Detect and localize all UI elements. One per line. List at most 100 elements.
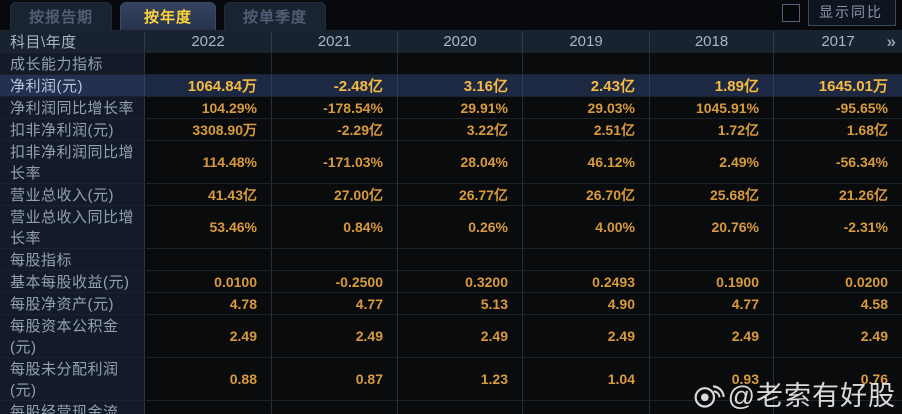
corner-header: 科目\年度: [0, 31, 145, 52]
row-value: -2.31%: [774, 206, 902, 248]
row-value: [145, 249, 272, 270]
period-tabbar: 按报告期 按年度 按单季度 显示同比: [0, 0, 902, 30]
row-value: 0.84%: [272, 206, 398, 248]
row-value: 2.49: [398, 315, 523, 357]
row-value: 2.49%: [650, 141, 774, 183]
row-value: [398, 53, 523, 74]
row-value: 26.70亿: [523, 184, 650, 205]
row-value: 27.00亿: [272, 184, 398, 205]
table-row[interactable]: 每股资本公积金(元) 2.49 2.49 2.49 2.49 2.49 2.49: [0, 314, 902, 357]
row-value: 5.13: [398, 293, 523, 314]
row-label: 营业总收入同比增长率: [0, 206, 145, 248]
row-value: -2.29亿: [272, 119, 398, 140]
row-value: 26.77亿: [398, 184, 523, 205]
row-value: 2.49: [774, 315, 902, 357]
row-value: -171.03%: [272, 141, 398, 183]
row-value: 1.68亿: [774, 119, 902, 140]
tab-by-quarter[interactable]: 按单季度: [224, 2, 327, 30]
row-value: 2.49: [145, 315, 272, 357]
row-value: 4.77: [650, 293, 774, 314]
row-label: 扣非净利润同比增长率: [0, 141, 145, 183]
row-value: [272, 53, 398, 74]
row-value: 20.76%: [650, 206, 774, 248]
table-row[interactable]: 基本每股收益(元) 0.0100 -0.2500 0.3200 0.2493 0…: [0, 270, 902, 292]
row-value: [145, 53, 272, 74]
row-value: 2.49: [523, 315, 650, 357]
row-value: [650, 53, 774, 74]
row-label: 净利润(元): [0, 75, 145, 96]
yoy-controls: 显示同比: [782, 0, 896, 30]
row-value: -56.34%: [774, 141, 902, 183]
row-label: 扣非净利润(元): [0, 119, 145, 140]
table-row[interactable]: 净利润同比增长率 104.29% -178.54% 29.91% 29.03% …: [0, 96, 902, 118]
row-value: 1064.84万: [145, 75, 272, 96]
row-value: 0.52: [398, 401, 523, 414]
year-header: 2021: [272, 31, 398, 52]
double-arrow-icon[interactable]: »: [886, 31, 896, 51]
row-value: [272, 249, 398, 270]
row-value: 46.12%: [523, 141, 650, 183]
row-value: 25.68亿: [650, 184, 774, 205]
year-header: 2019: [523, 31, 650, 52]
table-row[interactable]: 扣非净利润(元) 3308.90万 -2.29亿 3.22亿 2.51亿 1.7…: [0, 118, 902, 140]
table-row[interactable]: 扣非净利润同比增长率 114.48% -171.03% 28.04% 46.12…: [0, 140, 902, 183]
table-row[interactable]: 每股经营现金流(元) 0.03 0.25 0.52 0.36: [0, 400, 902, 414]
row-value: 1645.01万: [774, 75, 902, 96]
row-value: 0.03: [145, 401, 272, 414]
table-row[interactable]: 净利润(元) 1064.84万 -2.48亿 3.16亿 2.43亿 1.89亿…: [0, 74, 902, 96]
table-row[interactable]: 每股未分配利润(元) 0.88 0.87 1.23 1.04 0.93 0.76: [0, 357, 902, 400]
row-label: 净利润同比增长率: [0, 97, 145, 118]
row-value: -95.65%: [774, 97, 902, 118]
row-value: 4.77: [272, 293, 398, 314]
row-value: 29.91%: [398, 97, 523, 118]
row-value: 0.93: [650, 358, 774, 400]
row-value: [650, 249, 774, 270]
row-value: 1045.91%: [650, 97, 774, 118]
row-value: [523, 53, 650, 74]
row-value: [774, 53, 902, 74]
row-value: [523, 249, 650, 270]
year-header: 2018: [650, 31, 774, 52]
show-yoy-checkbox[interactable]: [782, 3, 800, 22]
row-label: 每股经营现金流(元): [0, 401, 145, 414]
row-label: 基本每股收益(元): [0, 271, 145, 292]
table-header-row: 科目\年度 2022 2021 2020 2019 2018 2017 »: [0, 30, 902, 52]
row-value: 0.2493: [523, 271, 650, 292]
row-value: 29.03%: [523, 97, 650, 118]
row-value: 114.48%: [145, 141, 272, 183]
row-value: 4.00%: [523, 206, 650, 248]
table-row[interactable]: 每股净资产(元) 4.78 4.77 5.13 4.90 4.77 4.58: [0, 292, 902, 314]
row-value: [398, 249, 523, 270]
row-value: 2.51亿: [523, 119, 650, 140]
row-value: 104.29%: [145, 97, 272, 118]
row-value: 41.43亿: [145, 184, 272, 205]
row-value: 28.04%: [398, 141, 523, 183]
row-label: 每股指标: [0, 249, 145, 270]
row-value: 1.72亿: [650, 119, 774, 140]
year-header-label: 2017: [821, 33, 855, 50]
row-value: 0.1900: [650, 271, 774, 292]
table-row[interactable]: 成长能力指标: [0, 52, 902, 74]
row-value: 0.0200: [774, 271, 902, 292]
row-value: -178.54%: [272, 97, 398, 118]
row-value: 2.43亿: [523, 75, 650, 96]
row-value: 0.25: [272, 401, 398, 414]
show-yoy-label[interactable]: 显示同比: [808, 0, 896, 26]
tab-by-report-period[interactable]: 按报告期: [10, 2, 113, 30]
row-value: 53.46%: [145, 206, 272, 248]
indicators-table: 科目\年度 2022 2021 2020 2019 2018 2017 » 成长…: [0, 30, 902, 414]
row-label: 成长能力指标: [0, 53, 145, 74]
table-row[interactable]: 营业总收入(元) 41.43亿 27.00亿 26.77亿 26.70亿 25.…: [0, 183, 902, 205]
table-row[interactable]: 营业总收入同比增长率 53.46% 0.84% 0.26% 4.00% 20.7…: [0, 205, 902, 248]
row-value: [650, 401, 774, 414]
row-value: 0.0100: [145, 271, 272, 292]
row-label: 营业总收入(元): [0, 184, 145, 205]
row-value: 3.22亿: [398, 119, 523, 140]
tab-by-year[interactable]: 按年度: [120, 2, 217, 30]
row-value: 2.49: [272, 315, 398, 357]
table-row[interactable]: 每股指标: [0, 248, 902, 270]
row-label: 每股净资产(元): [0, 293, 145, 314]
row-value: 1.04: [523, 358, 650, 400]
row-value: 0.36: [523, 401, 650, 414]
